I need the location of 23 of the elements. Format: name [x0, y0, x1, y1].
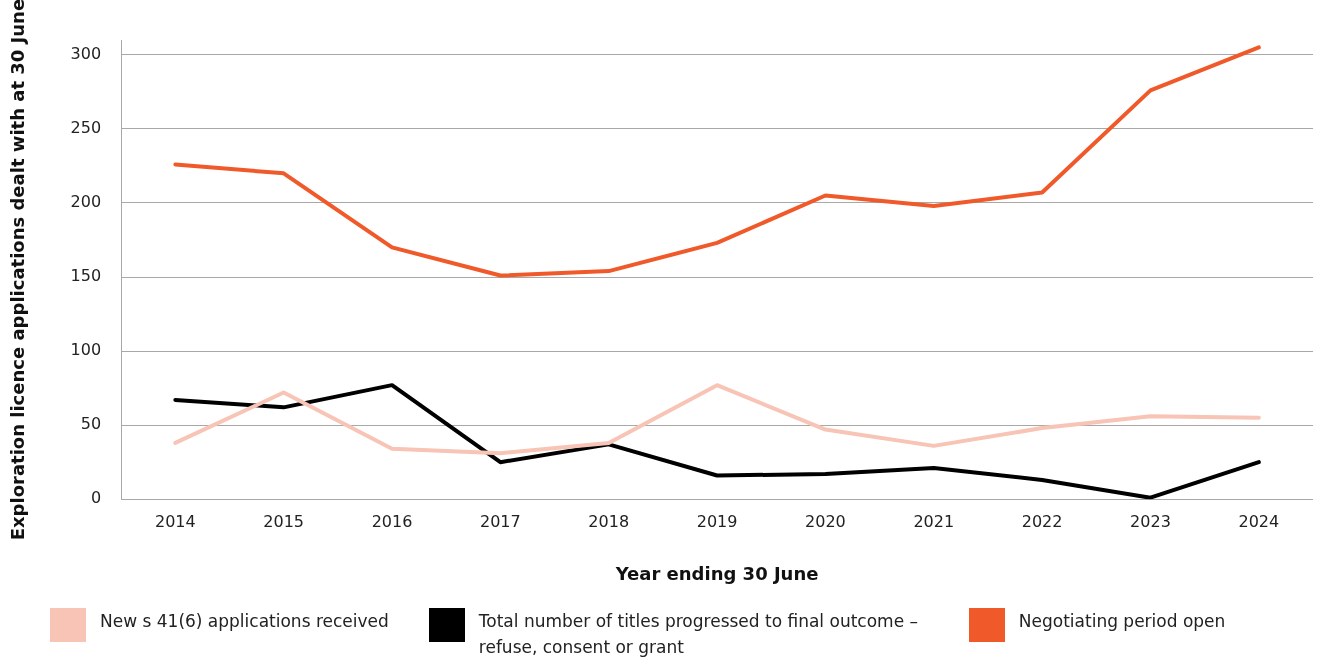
x-tick-label: 2022: [1021, 511, 1063, 531]
x-tick-label: 2023: [1130, 511, 1171, 531]
x-axis-title: Year ending 30 June: [614, 562, 819, 584]
x-tick-label: 2014: [154, 511, 196, 531]
x-tick-label: 2024: [1238, 511, 1280, 531]
y-tick-label: 200: [70, 192, 102, 212]
x-tick-label: 2018: [588, 511, 630, 531]
y-tick-label: 250: [70, 118, 102, 138]
y-tick-label: 50: [80, 414, 102, 434]
y-tick-label: 300: [70, 43, 102, 63]
y-tick-label: 0: [90, 488, 102, 508]
x-tick-label: 2019: [696, 511, 738, 531]
x-tick-label: 2016: [371, 511, 413, 531]
x-tick-label: 2015: [263, 511, 305, 531]
legend-label: New s 41(6) applications received: [100, 610, 389, 633]
y-tick-label: 150: [70, 266, 102, 286]
x-tick-label: 2020: [805, 511, 846, 531]
x-tick-label: 2017: [480, 511, 521, 531]
legend-label: Total number of titles progressed to final outcome – refuse, consent or grant: [478, 610, 919, 659]
x-tick-label: 2021: [913, 511, 955, 531]
y-tick-label: 100: [70, 340, 102, 360]
legend-label: Negotiating period open: [1018, 610, 1226, 633]
y-axis-title: Exploration licence applications dealt with at 30 June: [7, 0, 29, 541]
